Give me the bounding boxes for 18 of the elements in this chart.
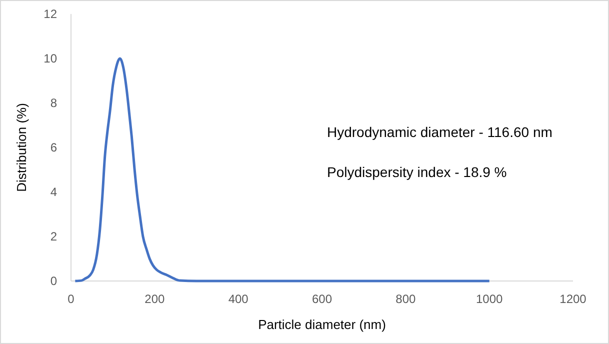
x-tick-label: 1000 [476, 292, 504, 306]
annotation: Polydispersity index - 18.9 % [327, 164, 507, 180]
x-tick-label: 0 [68, 292, 75, 306]
x-axis-title: Particle diameter (nm) [258, 317, 386, 332]
y-tick-label: 8 [50, 96, 58, 110]
x-tick-label: 200 [144, 292, 165, 306]
x-tick-label: 800 [396, 292, 416, 306]
x-tick-label: 400 [228, 292, 249, 306]
y-tick-label: 2 [50, 230, 58, 244]
y-tick-label: 6 [50, 140, 58, 154]
x-tick-label: 600 [312, 292, 332, 306]
annotation: Hydrodynamic diameter - 116.60 nm [327, 124, 552, 140]
y-tick-label: 0 [50, 274, 58, 288]
x-tick-label: 1200 [560, 292, 587, 306]
y-tick-label: 4 [50, 185, 58, 199]
y-tick-label: 10 [44, 52, 58, 66]
y-tick-label: 12 [44, 7, 58, 21]
y-axis-title: Distribution (%) [14, 103, 29, 192]
